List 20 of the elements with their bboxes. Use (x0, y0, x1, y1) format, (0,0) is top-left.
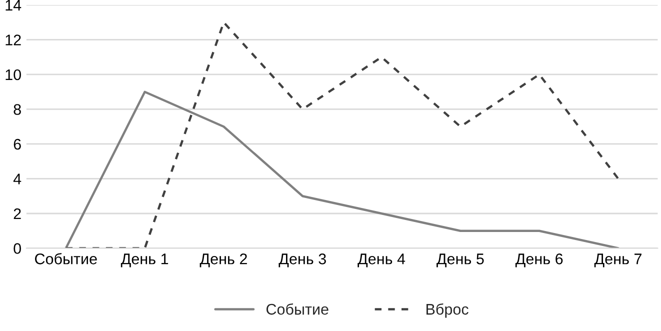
x-tick-label: День 7 (594, 254, 642, 268)
x-tick-label: Событие (35, 252, 97, 264)
line-series (64, 90, 620, 248)
y-tick-label: 12 (6, 34, 21, 46)
x-tick-label: День 3 (278, 254, 326, 268)
y-tick-label: 10 (6, 69, 21, 80)
x-tick-label: День 4 (358, 254, 406, 268)
y-tick-label: 0 (14, 243, 21, 254)
x-tick-label: День 1 (120, 254, 168, 268)
y-tick-label: 6 (14, 138, 21, 150)
y-tick-label: 14 (6, 0, 22, 10)
y-tick-label: 2 (14, 208, 21, 220)
x-tick-label: День 5 (436, 254, 484, 268)
y-tick-label: 8 (14, 104, 21, 115)
line-series (64, 21, 620, 248)
legend-label: Событие (266, 303, 328, 315)
legend-label: Вброс (426, 303, 468, 318)
x-tick-label: День 2 (200, 254, 247, 268)
y-tick-label: 4 (13, 174, 22, 184)
x-tick-label: День 6 (515, 254, 563, 268)
